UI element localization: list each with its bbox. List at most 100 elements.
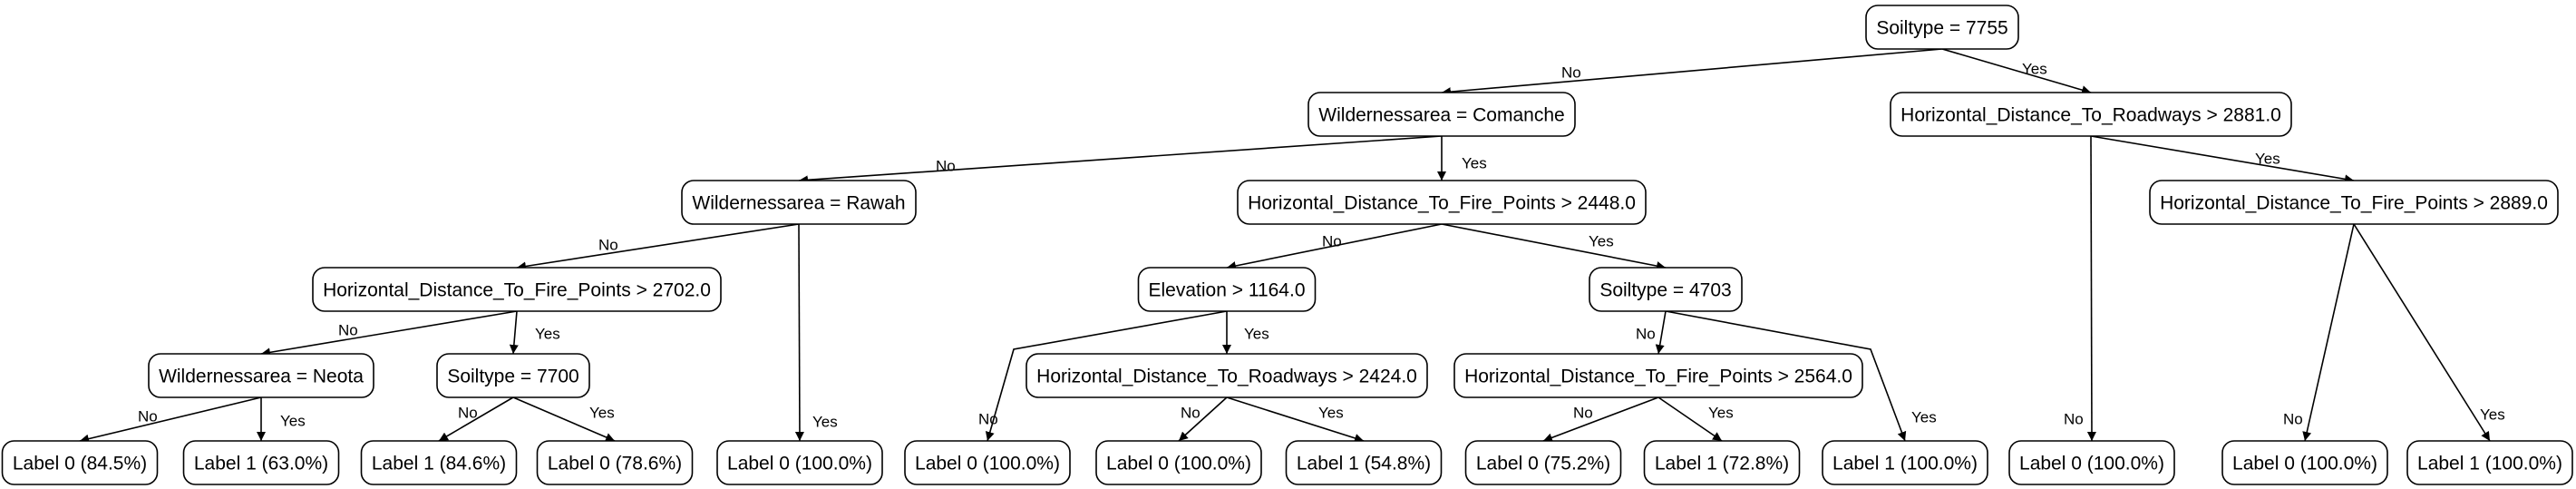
leaf-label: Label 0 (100.0%) <box>727 454 872 474</box>
node-box <box>1285 440 1443 485</box>
leaf-label: Label 1 (63.0%) <box>194 454 328 474</box>
leaf-node: Label 0 (100.0%) <box>904 440 1071 485</box>
edge-label-yes: Yes <box>589 405 615 422</box>
leaf-node: Label 1 (84.6%) <box>360 440 518 485</box>
node-box <box>312 267 722 312</box>
decision-node: Soiltype = 4703 <box>1589 267 1743 312</box>
decision-condition: Horizontal_Distance_To_Fire_Points > 256… <box>1464 367 1852 387</box>
leaf-node: Label 0 (100.0%) <box>2008 440 2175 485</box>
node-box <box>1865 5 2019 50</box>
node-box <box>2221 440 2388 485</box>
edge-label-yes: Yes <box>812 414 838 431</box>
leaf-node: Label 1 (100.0%) <box>2406 440 2573 485</box>
node-box <box>1464 440 1622 485</box>
tree-edge <box>2302 223 2355 442</box>
leaf-node: Label 0 (100.0%) <box>2221 440 2388 485</box>
node-box <box>2149 180 2559 225</box>
leaf-label: Label 0 (75.2%) <box>1476 454 1610 474</box>
tree-edge <box>79 396 262 444</box>
tree-edge <box>1178 396 1228 442</box>
edge-label-no: No <box>2283 411 2303 428</box>
tree-edge <box>1542 396 1659 443</box>
node-box <box>2406 440 2573 485</box>
edge-label-no: No <box>138 408 158 425</box>
decision-condition: Wildernessarea = Neota <box>159 367 364 387</box>
node-box <box>536 440 694 485</box>
tree-edge <box>1441 48 1943 97</box>
decision-node: Elevation > 1164.0 <box>1137 267 1317 312</box>
edge-label-yes: Yes <box>2022 61 2047 78</box>
edge-label-yes: Yes <box>1462 155 1487 172</box>
edge-label-yes: Yes <box>2480 406 2505 424</box>
tree-edge <box>1226 223 1443 270</box>
tree-edge <box>1655 310 1667 355</box>
leaf-node: Label 0 (84.5%) <box>1 440 159 485</box>
leaf-label: Label 1 (100.0%) <box>1832 454 1978 474</box>
decision-node: Wildernessarea = Rawah <box>681 180 917 225</box>
tree-edge <box>438 396 514 442</box>
edge-label-no: No <box>1573 405 1593 422</box>
decision-node: Wildernessarea = Neota <box>148 353 374 398</box>
decision-node: Soiltype = 7700 <box>436 353 590 398</box>
decision-condition: Horizontal_Distance_To_Fire_Points > 288… <box>2160 193 2548 214</box>
decision-condition: Soiltype = 7755 <box>1876 18 2007 39</box>
node-box <box>360 440 518 485</box>
decision-node: Horizontal_Distance_To_Roadways > 2881.0 <box>1890 92 2292 137</box>
leaf-node: Label 0 (75.2%) <box>1464 440 1622 485</box>
edge-label-no: No <box>1636 326 1656 343</box>
edge-label-no: No <box>2064 411 2084 428</box>
edge-label-no: No <box>936 158 956 175</box>
decision-condition: Wildernessarea = Comanche <box>1318 105 1564 126</box>
tree-edge <box>512 396 616 442</box>
tree-edge <box>2086 135 2096 442</box>
node-box <box>1822 440 1988 485</box>
edge-label-no: No <box>1561 64 1581 82</box>
tree-edge <box>2353 223 2491 442</box>
node-box <box>1237 180 1647 225</box>
leaf-node: Label 0 (100.0%) <box>716 440 883 485</box>
decision-node: Horizontal_Distance_To_Fire_Points > 288… <box>2149 180 2559 225</box>
decision-condition: Soiltype = 7700 <box>447 367 578 387</box>
leaf-label: Label 0 (84.5%) <box>13 454 147 474</box>
leaf-label: Label 0 (100.0%) <box>2232 454 2377 474</box>
leaf-label: Label 1 (100.0%) <box>2417 454 2562 474</box>
tree-edge <box>1941 48 2092 94</box>
edge-label-no: No <box>598 237 618 254</box>
decision-node: Horizontal_Distance_To_Fire_Points > 244… <box>1237 180 1647 225</box>
node-box <box>2008 440 2175 485</box>
edge-label-no: No <box>338 322 358 339</box>
tree-edge <box>2090 135 2355 184</box>
tree-edge <box>509 310 519 355</box>
decision-node: Horizontal_Distance_To_Fire_Points > 256… <box>1453 353 1863 398</box>
leaf-label: Label 1 (54.8%) <box>1297 454 1431 474</box>
decision-condition: Elevation > 1164.0 <box>1149 280 1306 301</box>
node-box <box>1307 92 1576 137</box>
leaf-node: Label 0 (100.0%) <box>1095 440 1262 485</box>
node-box <box>182 440 340 485</box>
leaf-node: Label 1 (100.0%) <box>1822 440 1988 485</box>
leaf-node: Label 1 (72.8%) <box>1643 440 1801 485</box>
node-box <box>1589 267 1743 312</box>
node-box <box>1 440 159 485</box>
edge-label-yes: Yes <box>2255 151 2280 168</box>
tree-edge <box>516 223 800 271</box>
decision-condition: Horizontal_Distance_To_Fire_Points > 270… <box>323 280 711 301</box>
edge-label-yes: Yes <box>1244 326 1269 343</box>
tree-edge <box>1665 310 1907 442</box>
leaf-node: Label 0 (78.6%) <box>536 440 694 485</box>
edge-label-no: No <box>978 411 998 428</box>
node-box <box>904 440 1071 485</box>
tree-edge <box>798 135 1443 185</box>
leaf-label: Label 1 (84.6%) <box>372 454 506 474</box>
tree-edge <box>260 310 518 357</box>
edge-label-yes: Yes <box>1708 405 1734 422</box>
leaf-label: Label 0 (100.0%) <box>1106 454 1251 474</box>
decision-condition: Horizontal_Distance_To_Roadways > 2424.0 <box>1036 367 1417 387</box>
node-box <box>1643 440 1801 485</box>
edge-label-yes: Yes <box>1911 409 1937 426</box>
edge-label-yes: Yes <box>535 326 560 343</box>
edge-label-no: No <box>1322 233 1342 250</box>
tree-edge <box>1226 396 1365 443</box>
decision-node: Wildernessarea = Comanche <box>1307 92 1576 137</box>
